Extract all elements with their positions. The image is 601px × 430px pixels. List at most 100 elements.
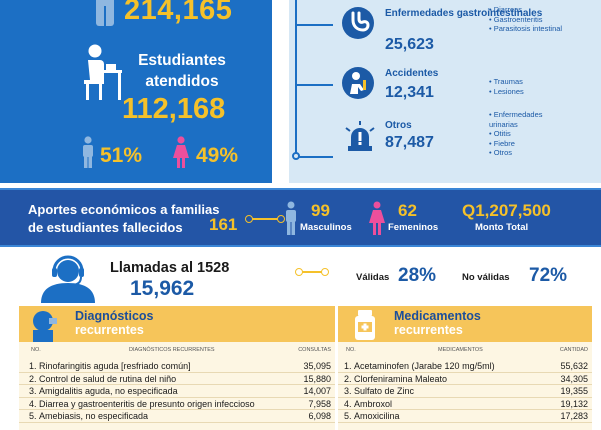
row-name: Diarrea y gastroenteritis de presunto or… <box>39 398 255 409</box>
col-name: MEDICAMENTOS <box>438 347 483 353</box>
calls-value: 15,962 <box>130 277 195 300</box>
col-no: NO. <box>31 347 41 353</box>
table-title-main: Diagnósticos <box>75 309 154 323</box>
valid-percent: 28% <box>398 265 437 286</box>
category-title: Otros <box>385 120 412 131</box>
category-item: Fiebre <box>489 139 569 149</box>
table-row: 5. Amebiasis, no especificada 6,098 <box>19 410 335 423</box>
category-item: Otitis <box>489 129 569 139</box>
col-name: DIAGNÓSTICOS RECURRENTES <box>129 347 215 353</box>
category-items: Enfermedades urinarias Otitis Fiebre Otr… <box>489 110 569 158</box>
calls-title: Llamadas al 1528 <box>110 260 230 276</box>
timeline-tick <box>297 24 333 26</box>
table-row: 2. Control de salud de rutina del niño 15,… <box>19 373 335 385</box>
row-value: 35,095 <box>303 361 331 371</box>
category-items: Diarreas Gastroenteritis Parasitosis int… <box>489 5 597 34</box>
timeline-tick <box>297 84 333 86</box>
table-body: NO. DIAGNÓSTICOS RECURRENTES CONSULTAS 1… <box>19 342 335 430</box>
col-no: NO. <box>346 347 356 353</box>
table-body: NO. MEDICAMENTOS CANTIDAD 1. Acetaminofen… <box>338 342 592 430</box>
row-name: Acetaminofen (Jarabe 120 mg/5ml) <box>354 361 495 371</box>
col-value: CONSULTAS <box>298 347 331 353</box>
row-number: 4. <box>344 398 352 409</box>
row-value: 14,007 <box>303 386 331 396</box>
table-title-sub: recurrentes <box>75 323 144 337</box>
row-number: 1. <box>344 361 352 371</box>
person-icon <box>96 0 114 26</box>
student-desk-icon <box>84 44 122 100</box>
row-name: Rinofaringitis aguda [resfriado común] <box>39 361 191 371</box>
category-item: Gastroenteritis <box>489 15 597 25</box>
total-amount-label: Monto Total <box>475 222 529 233</box>
row-name: Amigdalitis aguda, no especificada <box>39 386 178 396</box>
col-value: CANTIDAD <box>559 347 588 353</box>
male-icon <box>286 201 296 235</box>
medications-table: Medicamentos recurrentes NO. MEDICAMENTO… <box>338 306 592 430</box>
total-amount: Q1,207,500 <box>462 201 551 220</box>
contributions-band: Aportes económicos a familias de estudia… <box>0 188 601 247</box>
row-name: Control de salud de rutina del niño <box>39 373 177 384</box>
row-number: 1. <box>29 361 37 371</box>
category-value: 87,487 <box>385 134 434 151</box>
female-icon <box>173 136 189 168</box>
male-icon <box>83 136 93 168</box>
row-number: 5. <box>344 411 352 421</box>
summary-panel: 214,165 Estudiantes atendidos 112,168 51… <box>0 0 272 183</box>
row-value: 19,355 <box>560 386 588 396</box>
total-value: 214,165 <box>124 0 233 26</box>
female-percent: 49% <box>196 144 239 167</box>
category-item: Traumas <box>489 77 597 87</box>
table-title-main: Medicamentos <box>394 309 481 323</box>
table-row: 1. Rinofaringitis aguda [resfriado común]… <box>19 360 335 373</box>
table-title: Medicamentos recurrentes <box>394 309 481 337</box>
row-name: Clorfeniramina Maleato <box>354 373 448 384</box>
table-row: 2. Clorfeniramina Maleato 34,305 <box>338 373 592 385</box>
row-number: 3. <box>29 386 37 396</box>
category-item: Otros <box>489 148 569 158</box>
male-count: 99 <box>311 201 330 220</box>
table-row: 4. Diarrea y gastroenteritis de presunto … <box>19 398 335 410</box>
category-value: 25,623 <box>385 36 434 53</box>
timeline-tick <box>297 156 333 158</box>
row-name: Amoxicilina <box>354 411 400 421</box>
female-label: Femeninos <box>388 222 439 233</box>
timeline-dot <box>292 152 300 160</box>
attended-label: Estudiantes atendidos <box>138 52 226 90</box>
valid-label: Válidas <box>356 272 390 283</box>
table-title-sub: recurrentes <box>394 323 463 337</box>
table-rows: 1. Rinofaringitis aguda [resfriado común]… <box>19 360 335 423</box>
invalid-percent: 72% <box>529 265 568 286</box>
row-number: 5. <box>29 411 37 421</box>
row-value: 17,283 <box>560 411 588 421</box>
row-value: 6,098 <box>308 411 331 421</box>
row-name: Ambroxol <box>354 398 393 409</box>
row-name: Amebiasis, no especificada <box>39 411 149 421</box>
contributions-total: 161 <box>209 215 238 234</box>
category-item: Diarreas <box>489 5 597 15</box>
table-row: 3. Sulfato de Zinc 19,355 <box>338 385 592 398</box>
connector <box>295 268 329 276</box>
injury-icon <box>342 67 374 99</box>
row-value: 19,132 <box>560 398 588 409</box>
medicine-bottle-icon <box>355 310 375 340</box>
categories-panel: Enfermedades gastrointestinales 25,623 D… <box>289 0 601 183</box>
row-number: 2. <box>29 373 37 384</box>
category-title: Enfermedades gastrointestinales <box>385 8 543 19</box>
table-title: Diagnósticos recurrentes <box>75 309 154 337</box>
table-header: Medicamentos recurrentes <box>338 306 592 342</box>
contributions-text: Aportes económicos a familias de estudia… <box>28 202 220 235</box>
table-rows: 1. Acetaminofen (Jarabe 120 mg/5ml) 55,632… <box>338 360 592 423</box>
row-name: Sulfato de Zinc <box>354 386 415 396</box>
table-row: 4. Ambroxol 19,132 <box>338 398 592 410</box>
row-value: 55,632 <box>560 361 588 371</box>
row-number: 3. <box>344 386 352 396</box>
male-label: Masculinos <box>300 222 352 233</box>
row-number: 4. <box>29 398 37 409</box>
row-number: 2. <box>344 373 352 384</box>
category-item: Parasitosis intestinal <box>489 24 597 34</box>
stomach-icon <box>342 7 374 39</box>
category-item: Enfermedades urinarias <box>489 110 569 129</box>
category-item: Lesiones <box>489 87 597 97</box>
headset-operator-icon <box>41 255 95 303</box>
timeline-line <box>295 0 297 156</box>
